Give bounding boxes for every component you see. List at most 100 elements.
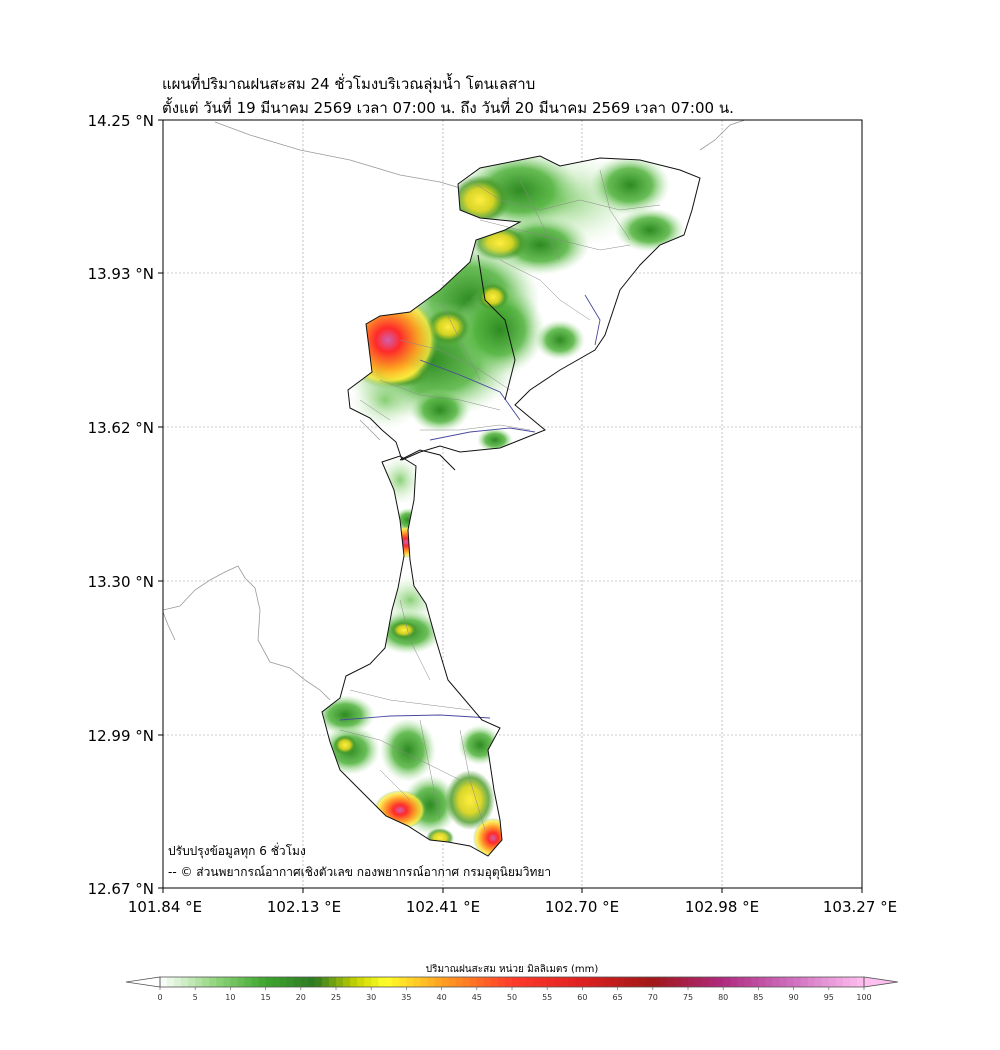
colorbar-segment <box>265 977 274 987</box>
lon-label: 101.84 °E <box>128 898 202 916</box>
colorbar-segment <box>821 977 830 987</box>
lon-label: 103.27 °E <box>823 898 897 916</box>
colorbar-segment <box>336 977 344 987</box>
colorbar-segment <box>561 977 569 987</box>
colorbar-segment <box>716 977 724 987</box>
colorbar-segment <box>293 977 302 987</box>
colorbar-segment <box>174 977 182 987</box>
colorbar-segment <box>321 977 330 987</box>
colorbar-segment <box>357 977 365 987</box>
colorbar-segment <box>631 977 640 987</box>
lon-label: 102.70 °E <box>545 898 619 916</box>
colorbar-segment <box>617 977 626 987</box>
colorbar-segment <box>399 977 407 987</box>
colorbar-segment <box>160 977 168 987</box>
colorbar-segment <box>469 977 478 987</box>
lat-label: 13.30 °N <box>88 573 154 591</box>
colorbar-segment <box>793 977 802 987</box>
colorbar-segment <box>202 977 210 987</box>
colorbar-segment <box>476 977 485 987</box>
colorbar-segment <box>216 977 224 987</box>
colorbar-segment <box>448 977 457 987</box>
colorbar-segment <box>688 977 696 987</box>
colorbar-segment <box>695 977 703 987</box>
colorbar-segment <box>744 977 752 987</box>
colorbar-segment <box>413 977 421 987</box>
colorbar-segment <box>230 977 238 987</box>
colorbar-segment <box>188 977 196 987</box>
colorbar-segment <box>596 977 604 987</box>
colorbar-segment <box>328 977 337 987</box>
colorbar-segment <box>272 977 281 987</box>
colorbar-tick-label: 35 <box>401 993 411 1002</box>
colorbar-segment <box>702 977 710 987</box>
colorbar-segment <box>680 977 689 987</box>
colorbar-segment <box>462 977 471 987</box>
colorbar-segment <box>195 977 203 987</box>
colorbar-segment <box>547 977 555 987</box>
colorbar-segment <box>856 977 865 987</box>
colorbar-segment <box>758 977 766 987</box>
colorbar-tick-label: 80 <box>718 993 728 1002</box>
colorbar-tick-label: 60 <box>577 993 587 1002</box>
colorbar-tick-label: 30 <box>366 993 376 1002</box>
colorbar-segment <box>364 977 372 987</box>
colorbar-segment <box>378 977 386 987</box>
colorbar-segment <box>385 977 393 987</box>
colorbar-segment <box>589 977 597 987</box>
colorbar-segment <box>237 977 245 987</box>
map-title: แผนที่ปริมาณฝนสะสม 24 ชั่วโมงบริเวณลุ่มน… <box>162 75 536 93</box>
map-subtitle: ตั้งแต่ วันที่ 19 มีนาคม 2569 เวลา 07:00… <box>162 99 734 117</box>
colorbar-segment <box>455 977 464 987</box>
colorbar-segment <box>645 977 654 987</box>
credit-text: -- © ส่วนพยากรณ์อากาศเชิงตัวเลข กองพยากร… <box>168 865 551 880</box>
colorbar-segment <box>814 977 823 987</box>
colorbar-tick-label: 95 <box>824 993 834 1002</box>
colorbar-segment <box>610 977 618 987</box>
colorbar-segment <box>737 977 745 987</box>
colorbar-tick-label: 75 <box>683 993 693 1002</box>
update-note: ปรับปรุงข้อมูลทุก 6 ชั่วโมง <box>168 842 306 859</box>
colorbar-segment <box>300 977 309 987</box>
colorbar-segment <box>251 977 259 987</box>
latitude-labels: 14.25 °N 13.93 °N 13.62 °N 13.30 °N 12.9… <box>88 112 154 898</box>
map-axes <box>162 119 863 889</box>
colorbar-segment <box>849 977 858 987</box>
colorbar-tick-label: 40 <box>437 993 447 1002</box>
colorbar-segment <box>314 977 323 987</box>
colorbar-ticks: 0 5 10 15 20 25 30 35 40 45 50 55 60 65 70 75 80 85 90 95 10… <box>157 987 872 1002</box>
colorbar-segment <box>842 977 851 987</box>
colorbar-min-extension <box>125 976 161 988</box>
colorbar-segment <box>568 977 576 987</box>
colorbar-segment <box>828 977 837 987</box>
colorbar-segment <box>343 977 351 987</box>
colorbar-tick-label: 45 <box>472 993 482 1002</box>
colorbar-segment <box>575 977 583 987</box>
colorbar-segment <box>350 977 358 987</box>
colorbar-segment <box>392 977 400 987</box>
colorbar-segment <box>244 977 252 987</box>
colorbar-max-extension <box>863 976 899 988</box>
colorbar-segment <box>483 977 492 987</box>
lat-label: 13.93 °N <box>88 265 154 283</box>
colorbar-tick-label: 5 <box>193 993 198 1002</box>
colorbar-segment <box>526 977 534 987</box>
colorbar-segment <box>554 977 562 987</box>
colorbar-tick-label: 25 <box>331 993 341 1002</box>
colorbar-segment <box>800 977 809 987</box>
colorbar-segment <box>652 977 661 987</box>
colorbar <box>125 976 899 988</box>
colorbar-segment <box>286 977 295 987</box>
colorbar-segment <box>497 977 506 987</box>
colorbar-tick-label: 100 <box>856 993 871 1002</box>
colorbar-segment <box>406 977 414 987</box>
colorbar-segment <box>307 977 316 987</box>
colorbar-tick-label: 55 <box>542 993 552 1002</box>
colorbar-segment <box>371 977 379 987</box>
colorbar-segment <box>441 977 450 987</box>
axis-ticks <box>158 119 863 893</box>
colorbar-segment <box>258 977 266 987</box>
colorbar-segment <box>835 977 844 987</box>
colorbar-segment <box>533 977 541 987</box>
